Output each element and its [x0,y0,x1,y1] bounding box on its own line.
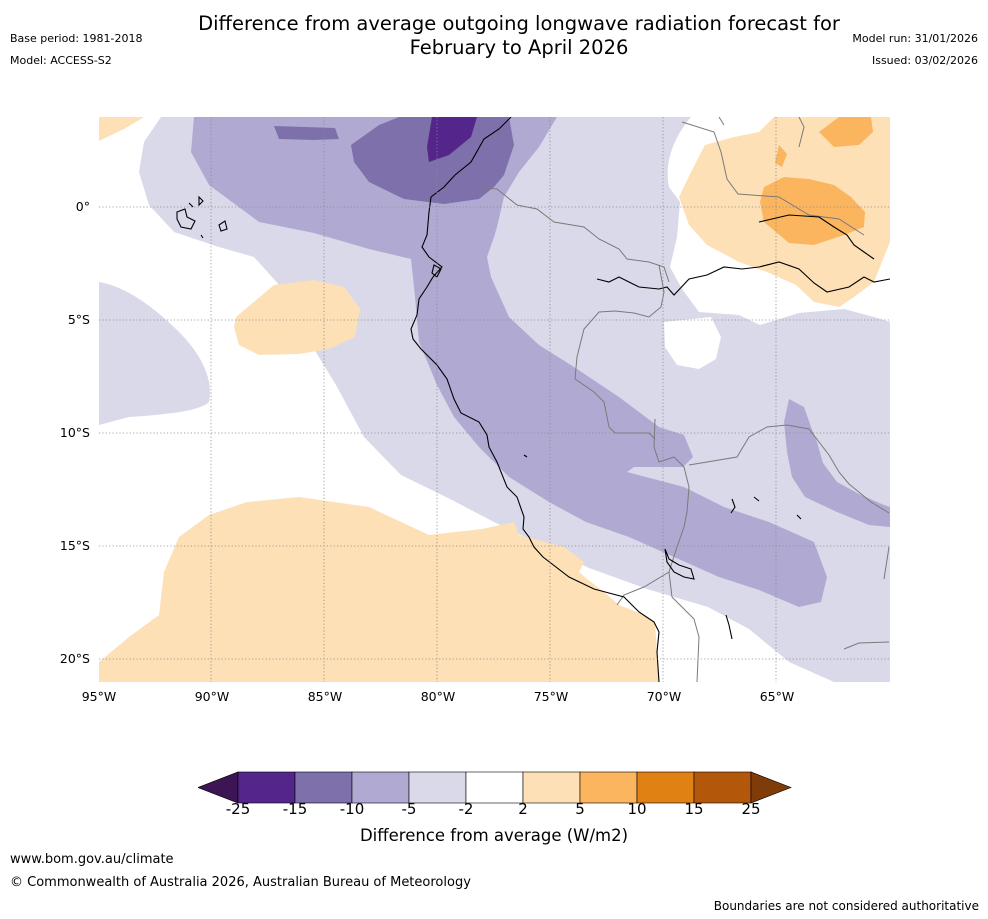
lon-label-70w: 70°W [646,689,682,704]
anomaly-region-purple-andes [191,117,827,607]
colorbar [198,771,792,804]
colorbar-tick-label: -2 [458,800,474,818]
anomaly-region-orange-small [819,117,873,147]
lat-label-15s: 15°S [59,538,90,553]
colorbar-bin [351,771,410,804]
colorbar-bin [408,771,467,804]
meta-right: Model run: 31/01/2026 Issued: 03/02/2026 [852,28,978,72]
colorbar-tick-label: -5 [401,800,417,818]
colorbar-bin [465,771,524,804]
colorbar-tick-label: -25 [225,800,251,818]
anomaly-region-orange-tiny [775,145,787,167]
anomaly-region-light-orange-southwest [99,497,659,682]
olr-anomaly-map [99,117,890,682]
colorbar-tick-label: -10 [339,800,365,818]
colorbar-title: Difference from average (W/m2) [359,826,629,845]
colorbar-bin [294,771,353,804]
lat-label-20s: 20°S [59,651,90,666]
issued-date: Issued: 03/02/2026 [871,54,978,67]
coastlines [176,117,890,682]
graticule [99,117,890,682]
colorbar-bin [522,771,581,804]
colorbar-bin [579,771,638,804]
lat-label-10s: 10°S [59,425,90,440]
colorbar-tick-label: 2 [518,800,528,818]
chart-title: Difference from average outgoing longwav… [0,12,988,60]
colorbar-bin [693,771,752,804]
website-link[interactable]: www.bom.gov.au/climate [10,852,174,867]
title-line-1: Difference from average outgoing longwav… [198,12,840,35]
lon-label-85w: 85°W [307,689,343,704]
base-period: Base period: 1981-2018 [10,32,143,45]
colorbar-extend-high [750,771,792,804]
boundaries-disclaimer: Boundaries are not considered authoritat… [713,899,979,913]
copyright-notice: © Commonwealth of Australia 2026, Austra… [10,875,471,890]
lat-label-5s: 5°S [67,312,90,327]
title-line-2: February to April 2026 [409,36,629,59]
colorbar-tick-label: 15 [684,800,704,818]
anomaly-region-deepest-purple [427,117,477,162]
anomaly-region-orange-large [760,177,865,245]
model-name: Model: ACCESS-S2 [10,54,112,67]
colorbar-tick-label: -15 [282,800,308,818]
anomaly-region-light-purple-west [99,282,210,425]
lon-label-90w: 90°W [194,689,230,704]
lon-label-95w: 95°W [81,689,117,704]
lon-label-65w: 65°W [759,689,795,704]
lat-label-0: 0° [75,199,90,214]
colorbar-extend-low [198,771,239,804]
colorbar-tick-label: 10 [627,800,647,818]
model-run: Model run: 31/01/2026 [852,32,978,45]
colorbar-tick-label: 5 [575,800,585,818]
meta-left: Base period: 1981-2018 Model: ACCESS-S2 [10,28,142,72]
lon-label-75w: 75°W [533,689,569,704]
anomaly-region-light-orange-midocean [234,280,360,355]
lon-label-80w: 80°W [420,689,456,704]
anomaly-region-light-orange-nw [99,117,144,141]
political-borders [470,117,890,682]
neutral-region-inland [664,317,721,369]
colorbar-tick-label: 25 [741,800,761,818]
anomaly-region-dark-purple [274,126,339,140]
colorbar-bin [237,771,296,804]
colorbar-bin [636,771,695,804]
